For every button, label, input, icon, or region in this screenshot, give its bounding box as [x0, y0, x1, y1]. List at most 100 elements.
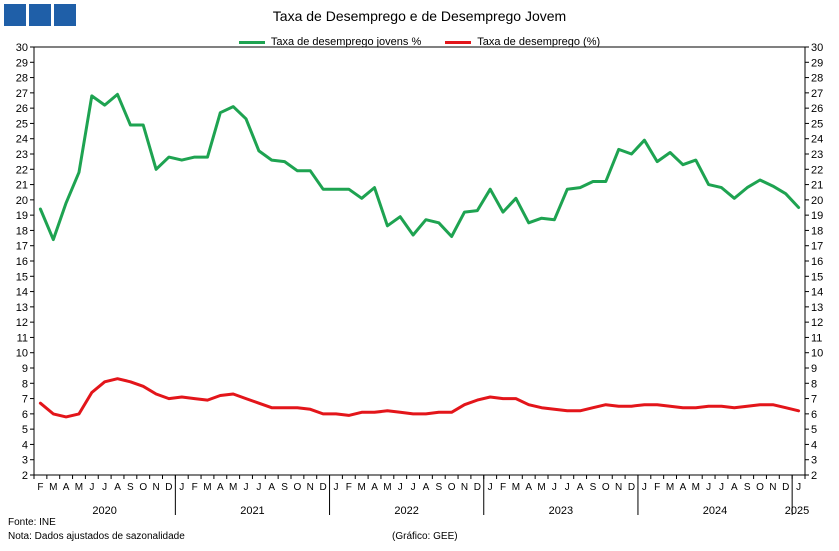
- y-tick-label-left: 21: [16, 180, 28, 192]
- y-tick-label-right: 27: [811, 88, 823, 100]
- x-month-label: A: [680, 482, 687, 493]
- x-month-label: J: [333, 482, 338, 493]
- x-month-label: F: [37, 482, 43, 493]
- x-month-label: N: [615, 482, 622, 493]
- x-month-label: J: [244, 482, 249, 493]
- footer-credit: (Gráfico: GEE): [392, 531, 458, 542]
- y-tick-label-left: 13: [16, 302, 28, 314]
- x-month-label: M: [692, 482, 700, 493]
- y-tick-label-right: 15: [811, 271, 823, 283]
- x-month-label: D: [474, 482, 481, 493]
- y-tick-label-left: 26: [16, 103, 28, 115]
- y-tick-label-right: 13: [811, 302, 823, 314]
- y-tick-label-right: 21: [811, 180, 823, 192]
- y-tick-label-right: 12: [811, 317, 823, 329]
- x-year-label: 2020: [92, 505, 116, 517]
- x-month-label: A: [114, 482, 121, 493]
- x-month-label: J: [565, 482, 570, 493]
- x-month-label: M: [512, 482, 520, 493]
- x-month-label: J: [411, 482, 416, 493]
- x-month-label: A: [268, 482, 275, 493]
- legend: Taxa de desemprego jovens % Taxa de dese…: [0, 36, 839, 48]
- y-tick-label-left: 20: [16, 195, 28, 207]
- x-month-label: O: [756, 482, 764, 493]
- y-tick-label-right: 24: [811, 134, 823, 146]
- y-tick-label-right: 8: [811, 378, 817, 390]
- y-tick-label-right: 29: [811, 57, 823, 69]
- y-tick-label-left: 8: [22, 378, 28, 390]
- x-year-label: 2021: [240, 505, 264, 517]
- legend-item-youth: Taxa de desemprego jovens %: [238, 36, 421, 48]
- y-tick-label-left: 16: [16, 256, 28, 268]
- x-month-label: D: [628, 482, 635, 493]
- y-tick-label-left: 17: [16, 241, 28, 253]
- x-month-label: M: [537, 482, 545, 493]
- series-line-total: [38, 377, 801, 419]
- x-month-label: F: [654, 482, 660, 493]
- logo-square: [54, 4, 76, 26]
- y-tick-label-right: 26: [811, 103, 823, 115]
- x-month-label: F: [192, 482, 198, 493]
- y-tick-label-left: 25: [16, 118, 28, 130]
- plot-frame: [33, 46, 806, 476]
- x-month-label: A: [525, 482, 532, 493]
- y-tick-label-right: 19: [811, 210, 823, 222]
- y-tick-label-left: 18: [16, 225, 28, 237]
- y-tick-label-right: 2: [811, 470, 817, 482]
- x-month-label: A: [731, 482, 738, 493]
- x-year-label: 2022: [394, 505, 418, 517]
- x-month-label: D: [320, 482, 327, 493]
- y-tick-label-right: 25: [811, 118, 823, 130]
- y-tick-label-left: 28: [16, 73, 28, 85]
- y-tick-label-right: 4: [811, 439, 817, 451]
- y-tick-label-left: 29: [16, 57, 28, 69]
- y-tick-label-left: 11: [17, 332, 28, 344]
- y-tick-label-left: 14: [16, 287, 28, 299]
- y-tick-label-right: 23: [811, 149, 823, 161]
- x-month-label: S: [744, 482, 751, 493]
- y-tick-label-right: 3: [811, 455, 817, 467]
- x-month-label: A: [423, 482, 430, 493]
- x-month-label: J: [488, 482, 493, 493]
- x-year-label: 2023: [549, 505, 573, 517]
- y-tick-label-left: 23: [16, 149, 28, 161]
- series-line-youth: [38, 92, 801, 242]
- y-tick-label-left: 30: [16, 42, 28, 54]
- y-tick-label-right: 16: [811, 256, 823, 268]
- y-tick-label-left: 5: [22, 424, 28, 436]
- x-month-label: O: [139, 482, 147, 493]
- y-tick-label-right: 18: [811, 225, 823, 237]
- y-tick-label-left: 19: [16, 210, 28, 222]
- x-month-label: A: [63, 482, 70, 493]
- y-tick-label-right: 22: [811, 164, 823, 176]
- y-tick-label-left: 24: [16, 134, 28, 146]
- y-tick-label-right: 11: [811, 332, 822, 344]
- y-tick-label-left: 4: [22, 439, 28, 451]
- x-month-label: F: [500, 482, 506, 493]
- x-month-label: J: [179, 482, 184, 493]
- x-month-label: A: [217, 482, 224, 493]
- y-tick-label-right: 9: [811, 363, 817, 375]
- x-month-label: S: [590, 482, 597, 493]
- x-month-label: M: [358, 482, 366, 493]
- legend-swatch-youth: [238, 40, 265, 44]
- x-month-label: J: [706, 482, 711, 493]
- x-month-label: M: [666, 482, 674, 493]
- y-tick-label-left: 6: [22, 409, 28, 421]
- x-month-label: S: [281, 482, 288, 493]
- x-month-label: J: [102, 482, 107, 493]
- chart-title: Taxa de Desemprego e de Desemprego Jovem: [272, 8, 567, 24]
- x-month-label: D: [782, 482, 789, 493]
- y-tick-label-right: 10: [811, 348, 823, 360]
- footer-source: Fonte: INE: [8, 517, 56, 528]
- x-month-label: D: [165, 482, 172, 493]
- x-month-label: M: [75, 482, 83, 493]
- y-tick-label-left: 10: [16, 348, 28, 360]
- legend-item-total: Taxa de desemprego (%): [445, 36, 600, 48]
- x-month-label: N: [307, 482, 314, 493]
- x-month-label: J: [642, 482, 647, 493]
- x-month-label: M: [229, 482, 237, 493]
- x-month-label: S: [435, 482, 442, 493]
- y-tick-label-left: 12: [16, 317, 28, 329]
